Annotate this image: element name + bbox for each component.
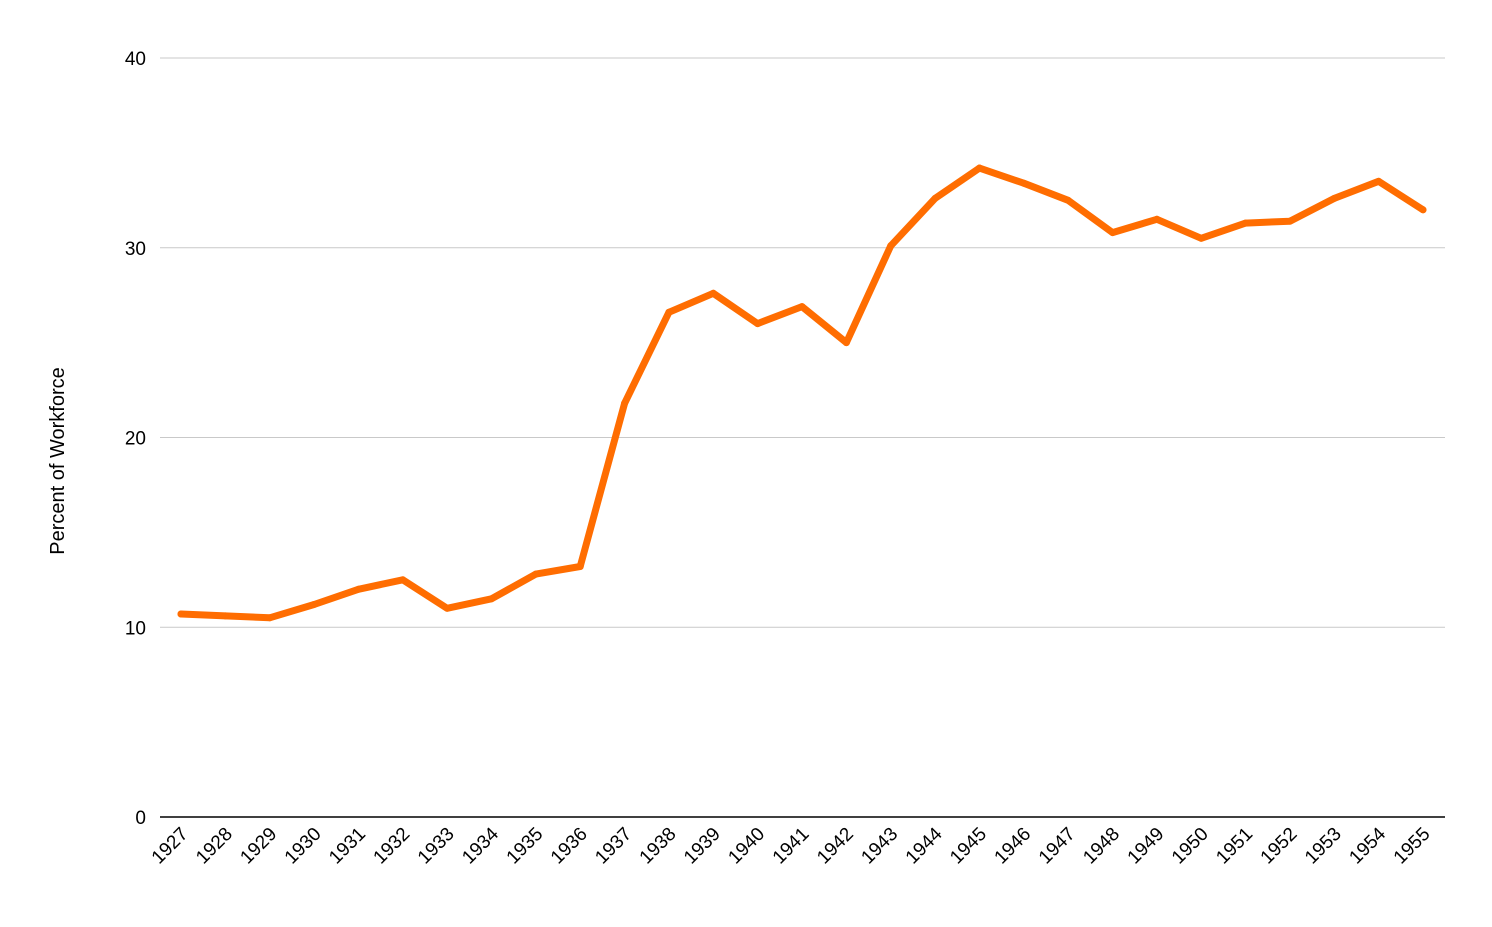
x-tick-label: 1941 — [769, 824, 814, 869]
data-point — [532, 570, 540, 578]
x-tick-label: 1940 — [724, 824, 769, 869]
data-point — [1242, 219, 1250, 227]
x-tick-label: 1934 — [458, 823, 503, 868]
x-tick-label: 1938 — [636, 824, 681, 869]
series-layer — [177, 164, 1427, 622]
data-point — [576, 563, 584, 571]
x-tick-label: 1952 — [1257, 824, 1302, 869]
x-tick-label: 1931 — [325, 824, 370, 869]
x-tick-label: 1937 — [591, 824, 636, 869]
y-tick-label: 30 — [125, 239, 146, 260]
data-point — [399, 576, 407, 584]
data-point — [354, 585, 362, 593]
x-tick-label: 1951 — [1212, 824, 1257, 869]
data-point — [1375, 177, 1383, 185]
data-point — [754, 320, 762, 328]
gridlines — [160, 57, 1445, 818]
data-point — [1109, 229, 1116, 237]
data-point — [1153, 215, 1161, 223]
x-tick-label: 1955 — [1390, 824, 1435, 869]
y-tick-label: 40 — [125, 49, 146, 70]
data-point — [1419, 206, 1427, 214]
data-point — [709, 289, 717, 297]
data-point — [1064, 196, 1072, 204]
data-point — [1286, 217, 1294, 225]
x-tick-label: 1949 — [1124, 824, 1169, 869]
x-tick-label: 1944 — [902, 823, 947, 868]
y-axis-tick-labels: 0 10 20 30 40 — [125, 49, 146, 829]
data-point — [177, 610, 185, 618]
data-point — [488, 595, 495, 603]
data-point — [443, 604, 451, 612]
data-point — [842, 339, 850, 347]
x-tick-label: 1933 — [414, 824, 459, 869]
x-tick-label: 1943 — [858, 824, 903, 869]
data-point — [1020, 179, 1028, 187]
y-tick-label: 10 — [125, 618, 146, 639]
data-point — [931, 194, 939, 202]
x-tick-label: 1950 — [1168, 824, 1213, 869]
data-point — [665, 308, 673, 316]
data-point — [1330, 194, 1338, 202]
data-point — [621, 399, 629, 407]
x-tick-label: 1927 — [148, 824, 193, 869]
data-point — [221, 612, 229, 620]
y-axis-label: Percent of Workforce — [47, 367, 69, 554]
x-tick-label: 1930 — [281, 824, 326, 869]
x-tick-label: 1953 — [1301, 824, 1346, 869]
x-tick-label: 1929 — [237, 824, 282, 869]
data-point — [798, 303, 806, 311]
x-tick-label: 1948 — [1079, 824, 1124, 869]
series-line — [177, 164, 1427, 622]
x-tick-label: 1945 — [946, 824, 991, 869]
data-point — [266, 614, 274, 622]
y-tick-label: 20 — [125, 429, 146, 450]
x-tick-label: 1935 — [503, 824, 548, 869]
x-tick-label: 1936 — [547, 824, 592, 869]
y-tick-label: 0 — [135, 808, 146, 829]
x-tick-label: 1932 — [370, 824, 415, 869]
data-point — [1197, 234, 1205, 242]
data-point — [975, 164, 983, 172]
x-tick-label: 1946 — [991, 824, 1036, 869]
data-point — [887, 242, 895, 250]
data-point — [310, 600, 318, 608]
x-tick-label: 1928 — [192, 824, 237, 869]
x-tick-label: 1954 — [1345, 823, 1390, 868]
x-tick-label: 1942 — [813, 824, 858, 869]
x-tick-label: 1939 — [680, 824, 725, 869]
x-axis-tick-labels: 1927 1928 1929 1930 1931 1932 1933 1934 1935 1936… — [148, 823, 1435, 868]
x-tick-label: 1947 — [1035, 824, 1080, 869]
